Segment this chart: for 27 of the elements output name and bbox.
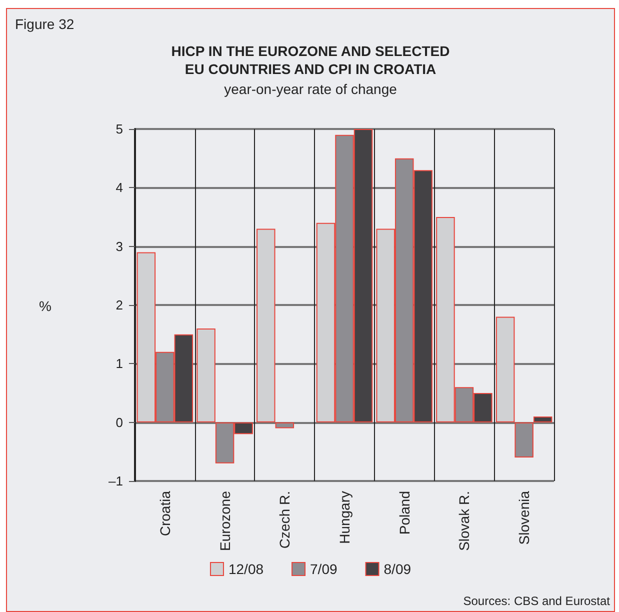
y-tick-label: 3	[116, 238, 123, 254]
y-tick-label: 1	[116, 356, 123, 372]
y-tick-label: –1	[108, 474, 123, 488]
bar	[496, 316, 515, 422]
legend-label: 12/08	[228, 561, 264, 577]
legend-label: 7/09	[310, 561, 338, 577]
y-tick-label: 2	[116, 298, 123, 312]
bar	[514, 422, 534, 458]
x-tick-label: Slovak R.	[456, 491, 472, 551]
x-tick-label: Hungary	[336, 491, 352, 544]
bar	[256, 228, 276, 422]
source-note: Sources: CBS and Eurostat	[463, 594, 611, 608]
bar	[533, 416, 552, 422]
x-tick-label: Poland	[396, 491, 412, 535]
y-tick-label: 0	[116, 414, 123, 430]
x-tick-label: Slovenia	[516, 490, 532, 545]
x-tick-label: Czech R.	[276, 491, 293, 549]
x-tick-label: Eurozone	[216, 490, 233, 551]
y-tick-label: 5	[116, 122, 123, 136]
caption: Figure 32	[15, 16, 74, 32]
y-tick-label: 4	[116, 180, 123, 196]
bar	[196, 328, 216, 422]
y-axis-title: %	[39, 298, 52, 314]
bar	[275, 422, 294, 428]
chart-subtitle: year-on-year rate of change	[224, 81, 398, 97]
legend-label: 8/09	[384, 561, 412, 577]
x-tick-label: Croatia	[156, 490, 173, 536]
